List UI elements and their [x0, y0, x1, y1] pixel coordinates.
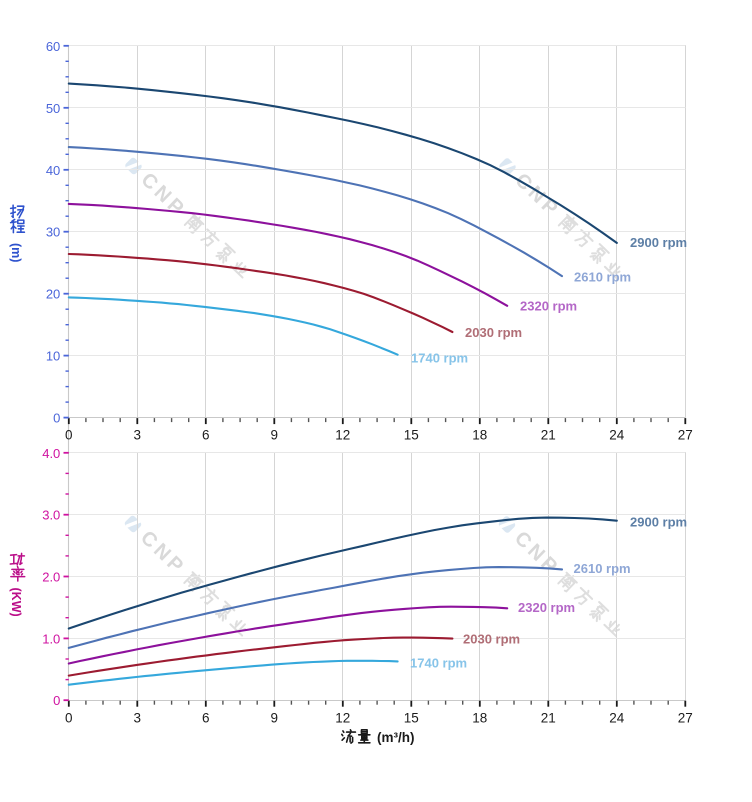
svg-text:30: 30 — [46, 225, 60, 240]
svg-text:9: 9 — [271, 427, 279, 442]
svg-text:18: 18 — [472, 711, 487, 726]
svg-text:2900 rpm: 2900 rpm — [630, 235, 687, 250]
svg-text:2.0: 2.0 — [42, 570, 60, 585]
svg-text:18: 18 — [472, 427, 487, 442]
svg-text:3.0: 3.0 — [42, 508, 60, 523]
svg-text:6: 6 — [202, 711, 210, 726]
svg-text:0: 0 — [53, 411, 60, 426]
svg-text:0: 0 — [65, 427, 73, 442]
svg-text:1740 rpm: 1740 rpm — [411, 351, 468, 366]
svg-text:0: 0 — [65, 711, 73, 726]
svg-text:12: 12 — [335, 427, 350, 442]
svg-text:15: 15 — [404, 711, 419, 726]
svg-text:21: 21 — [541, 427, 556, 442]
svg-text:2610 rpm: 2610 rpm — [574, 561, 631, 576]
svg-text:3: 3 — [134, 711, 142, 726]
svg-text:27: 27 — [678, 427, 693, 442]
svg-text:2900 rpm: 2900 rpm — [630, 515, 687, 530]
svg-text:(KW): (KW) — [9, 588, 23, 617]
svg-text:0: 0 — [53, 693, 60, 708]
svg-text:3: 3 — [134, 427, 142, 442]
svg-text:21: 21 — [541, 711, 556, 726]
svg-text:1740 rpm: 1740 rpm — [410, 655, 467, 670]
svg-text:(m): (m) — [9, 243, 23, 262]
svg-text:(m³/h): (m³/h) — [377, 730, 415, 745]
svg-text:27: 27 — [678, 711, 693, 726]
svg-text:24: 24 — [609, 427, 625, 442]
svg-text:12: 12 — [335, 711, 350, 726]
svg-text:10: 10 — [46, 349, 60, 364]
svg-text:20: 20 — [46, 287, 60, 302]
svg-text:15: 15 — [404, 427, 419, 442]
svg-text:2320 rpm: 2320 rpm — [518, 600, 575, 615]
svg-text:50: 50 — [46, 101, 60, 116]
svg-text:2610 rpm: 2610 rpm — [574, 270, 631, 285]
svg-text:40: 40 — [46, 163, 60, 178]
svg-text:4.0: 4.0 — [42, 446, 60, 461]
svg-text:2030 rpm: 2030 rpm — [463, 632, 520, 647]
svg-text:1.0: 1.0 — [42, 631, 60, 646]
svg-text:24: 24 — [609, 711, 625, 726]
svg-text:9: 9 — [271, 711, 279, 726]
svg-text:2320 rpm: 2320 rpm — [520, 299, 577, 314]
svg-text:6: 6 — [202, 427, 210, 442]
svg-text:60: 60 — [46, 39, 60, 54]
svg-text:2030 rpm: 2030 rpm — [465, 325, 522, 340]
